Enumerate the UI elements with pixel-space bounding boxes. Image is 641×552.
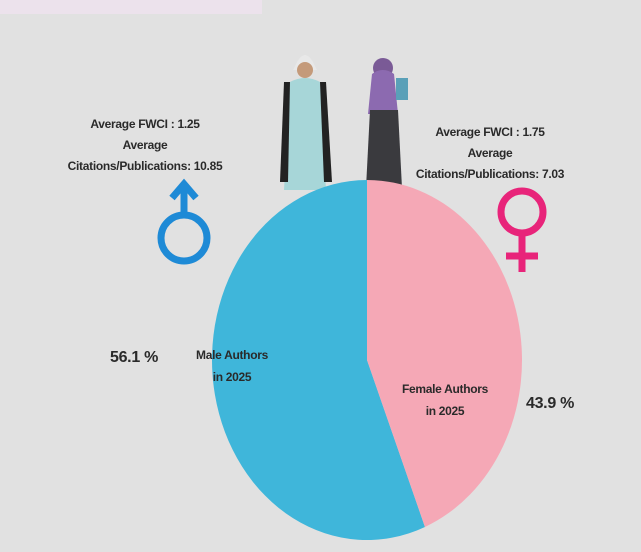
slice-label: Female Authors — [402, 382, 489, 396]
slice-label: in 2025 — [213, 370, 252, 384]
slice-label: Male Authors — [196, 348, 269, 362]
top-strip — [0, 0, 262, 14]
chart: Male Authors in 2025 Female Authors in 2025… — [0, 0, 641, 552]
annotation: Average — [468, 146, 513, 160]
annotation: Average — [123, 138, 168, 152]
annotation: Average FWCI : 1.25 — [90, 117, 200, 131]
slice-label: in 2025 — [426, 404, 465, 418]
value-label: 56.1 % — [110, 349, 158, 366]
value-label: 43.9 % — [526, 395, 574, 412]
annotation: Average FWCI : 1.75 — [435, 125, 545, 139]
annotation: Citations/Publications: 10.85 — [68, 159, 223, 173]
annotation: Citations/Publications: 7.03 — [416, 167, 565, 181]
